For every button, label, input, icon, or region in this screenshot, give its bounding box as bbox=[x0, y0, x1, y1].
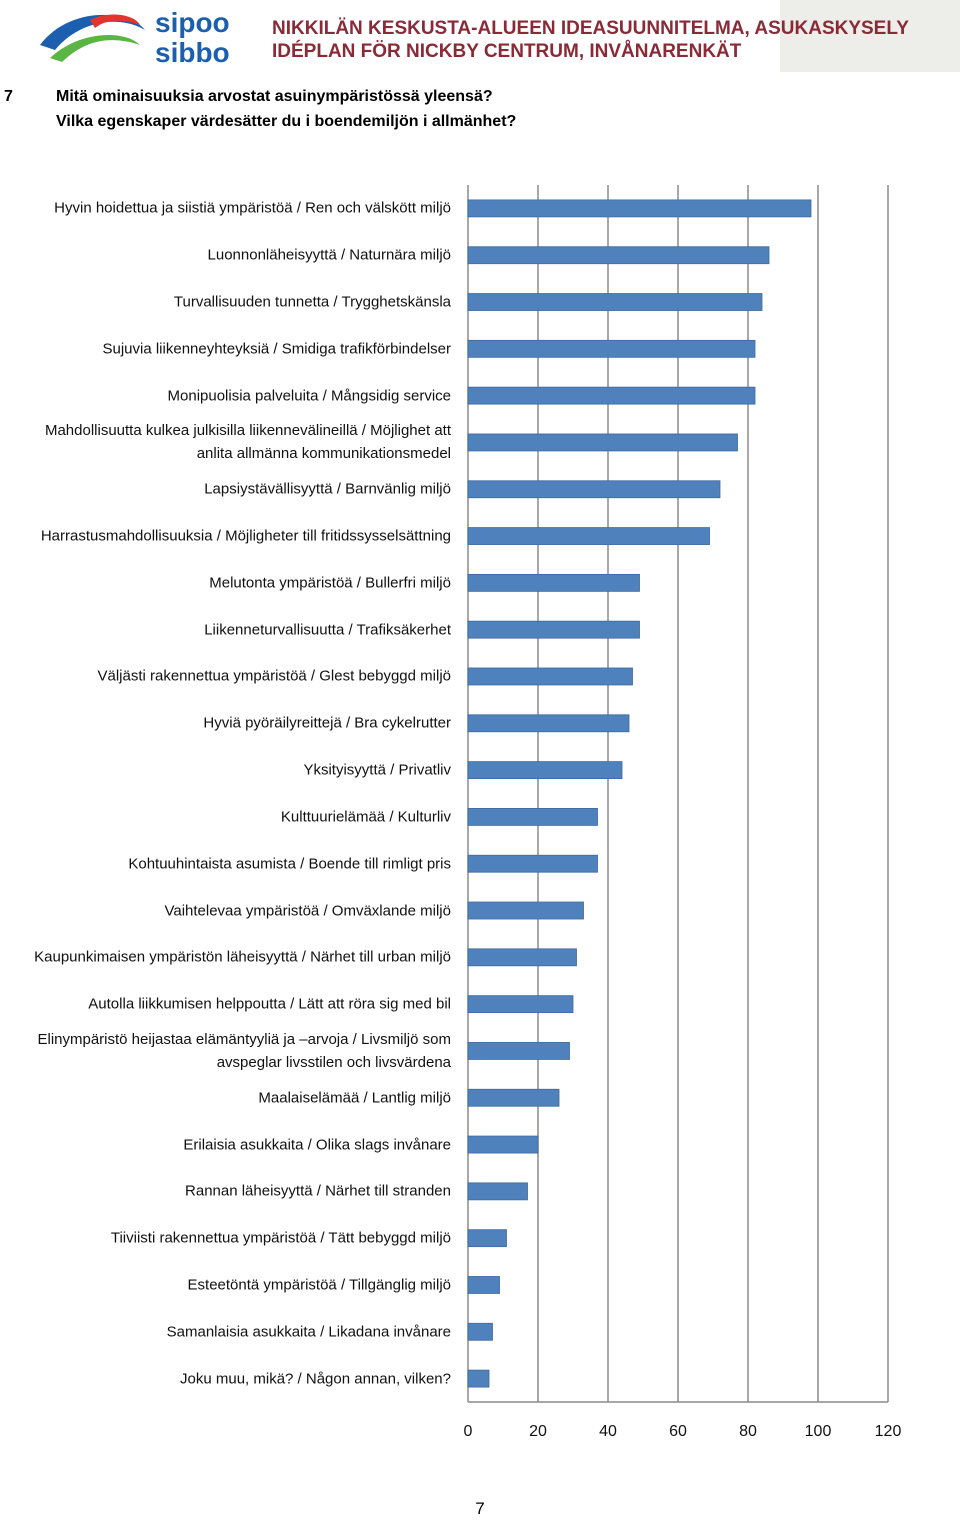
y-tick-label: Lapsiystävällisyyttä / Barnvänlig miljö bbox=[204, 480, 451, 498]
x-tick-label: 0 bbox=[464, 1423, 473, 1440]
logo-text: sibbo bbox=[155, 37, 230, 68]
bar bbox=[467, 1042, 570, 1060]
y-tick-label: Mahdollisuutta kulkea julkisilla liikenn… bbox=[44, 422, 451, 463]
bar bbox=[467, 901, 584, 920]
bar bbox=[467, 854, 598, 873]
bar bbox=[467, 199, 812, 218]
bar bbox=[467, 1135, 539, 1154]
bar bbox=[467, 1088, 560, 1107]
x-tick-label: 120 bbox=[875, 1423, 902, 1440]
header-photo bbox=[780, 0, 960, 72]
bar bbox=[467, 1322, 493, 1341]
bar bbox=[467, 948, 577, 967]
bar bbox=[467, 293, 763, 311]
header-title: NIKKILÄN KESKUSTA-ALUEEN IDEASUUNNITELMA… bbox=[272, 18, 909, 39]
y-tick-label: Rannan läheisyyttä / Närhet till strande… bbox=[185, 1182, 451, 1200]
question-text: Mitä ominaisuuksia arvostat asuinympäris… bbox=[56, 88, 493, 105]
y-tick-label: Maalaiselämää / Lantlig miljö bbox=[258, 1089, 451, 1107]
bar bbox=[467, 246, 770, 265]
bar bbox=[467, 339, 756, 358]
y-tick-label: Yksityisyyttä / Privatliv bbox=[303, 761, 451, 779]
y-tick-label: Erilaisia asukkaita / Olika slags invåna… bbox=[183, 1136, 451, 1154]
y-tick-label: Luonnonläheisyyttä / Naturnära miljö bbox=[207, 246, 451, 264]
y-tick-label: Väljästi rakennettua ympäristöä / Glest … bbox=[97, 667, 451, 685]
y-tick-label: Harrastusmahdollisuuksia / Möjligheter t… bbox=[40, 527, 451, 545]
y-tick-label: Melutonta ympäristöä / Bullerfri miljö bbox=[209, 574, 451, 592]
y-tick-label: Tiiviisti rakennettua ympäristöä / Tätt … bbox=[110, 1229, 451, 1247]
x-tick-label: 40 bbox=[599, 1423, 617, 1440]
question-text: Vilka egenskaper värdesätter du i boende… bbox=[56, 113, 517, 130]
bar bbox=[467, 995, 574, 1014]
y-tick-label: Joku muu, mikä? / Någon annan, vilken? bbox=[180, 1370, 451, 1388]
y-tick-label: Hyviä pyöräilyreittejä / Bra cykelrutter bbox=[203, 714, 451, 732]
logo-text: sipoo bbox=[155, 7, 230, 38]
header-title: IDÉPLAN FÖR NICKBY CENTRUM, INVÅNARENKÄT bbox=[272, 40, 742, 62]
y-tick-label: Sujuvia liikenneyhteyksiä / Smidiga traf… bbox=[102, 340, 451, 358]
page-number: 7 bbox=[475, 1499, 484, 1518]
bar bbox=[467, 1229, 507, 1248]
y-tick-label: Kulttuurielämää / Kulturliv bbox=[280, 808, 451, 826]
y-tick-label: Elinympäristö heijastaa elämäntyyliä ja … bbox=[37, 1030, 451, 1071]
y-tick-label: Monipuolisia palveluita / Mångsidig serv… bbox=[167, 387, 451, 405]
bar bbox=[467, 480, 721, 499]
y-tick-label: Kaupunkimaisen ympäristön läheisyyttä / … bbox=[34, 948, 451, 966]
logo-swoosh bbox=[40, 14, 145, 50]
bar bbox=[467, 573, 640, 592]
x-tick-label: 80 bbox=[739, 1423, 757, 1440]
x-tick-label: 60 bbox=[669, 1423, 687, 1440]
bar bbox=[467, 386, 756, 405]
x-tick-label: 20 bbox=[529, 1423, 547, 1440]
y-tick-label: Kohtuuhintaista asumista / Boende till r… bbox=[128, 855, 451, 873]
bar bbox=[467, 808, 598, 826]
bar bbox=[467, 433, 738, 452]
bar bbox=[467, 620, 640, 639]
bar bbox=[467, 667, 633, 686]
bar bbox=[467, 761, 623, 779]
logo-swoosh bbox=[90, 14, 140, 28]
bar bbox=[467, 1369, 490, 1388]
bar bbox=[467, 1276, 500, 1294]
bar bbox=[467, 714, 630, 733]
y-tick-label: Autolla liikkumisen helppoutta / Lätt at… bbox=[88, 995, 451, 1013]
y-tick-label: Vaihtelevaa ympäristöä / Omväxlande milj… bbox=[164, 902, 451, 920]
y-tick-label: Hyvin hoidettua ja siistiä ympäristöä / … bbox=[54, 199, 451, 217]
y-tick-label: Liikenneturvallisuutta / Trafiksäkerhet bbox=[204, 621, 451, 639]
bar bbox=[467, 527, 710, 545]
question-number: 7 bbox=[4, 88, 13, 105]
y-tick-label: Esteetöntä ympäristöä / Tillgänglig milj… bbox=[187, 1276, 451, 1294]
logo-swoosh bbox=[50, 35, 140, 62]
x-tick-label: 100 bbox=[805, 1423, 832, 1440]
y-tick-label: Samanlaisia asukkaita / Likadana invånar… bbox=[166, 1323, 451, 1341]
bar bbox=[467, 1182, 528, 1201]
y-tick-label: Turvallisuuden tunnetta / Trygghetskänsl… bbox=[173, 293, 451, 311]
